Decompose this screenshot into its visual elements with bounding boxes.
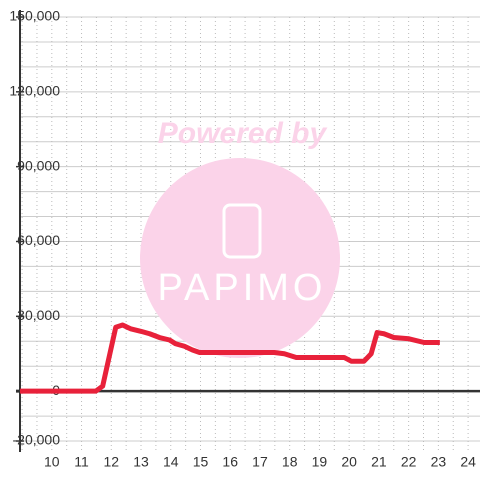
grid: -20,000030,00060,00090,000120,000150,000… — [9, 8, 480, 470]
watermark-phone — [222, 203, 262, 259]
plot — [20, 322, 440, 394]
x-tick-label: 22 — [401, 454, 417, 470]
x-tick-label: 15 — [193, 454, 209, 470]
x-tick-label: 14 — [163, 454, 179, 470]
x-tick-label: 20 — [341, 454, 357, 470]
watermark-logo: PAPIMO — [158, 267, 327, 309]
x-tick-label: 11 — [74, 454, 89, 470]
y-tick-label: -20,000 — [13, 432, 61, 448]
y-tick-label: 120,000 — [9, 83, 60, 99]
x-tick-label: 19 — [312, 454, 328, 470]
x-tick-label: 24 — [460, 454, 476, 470]
x-tick-label: 12 — [103, 454, 119, 470]
watermark: Powered by PAPIMO — [140, 117, 340, 358]
y-tick-label: 150,000 — [9, 8, 60, 24]
line — [20, 322, 440, 394]
x-tick-label: 21 — [371, 454, 387, 470]
x-tick-label: 23 — [431, 454, 447, 470]
watermark-caption: Powered by — [158, 117, 328, 150]
x-tick-label: 10 — [44, 454, 60, 470]
x-tick-label: 18 — [282, 454, 298, 470]
x-tick-label: 16 — [222, 454, 238, 470]
x-tick-label: 13 — [133, 454, 149, 470]
x-tick-label: 17 — [252, 454, 268, 470]
y-tick-label: 60,000 — [17, 232, 60, 248]
y-tick-label: 90,000 — [17, 157, 60, 173]
y-tick-label: 30,000 — [17, 307, 60, 323]
